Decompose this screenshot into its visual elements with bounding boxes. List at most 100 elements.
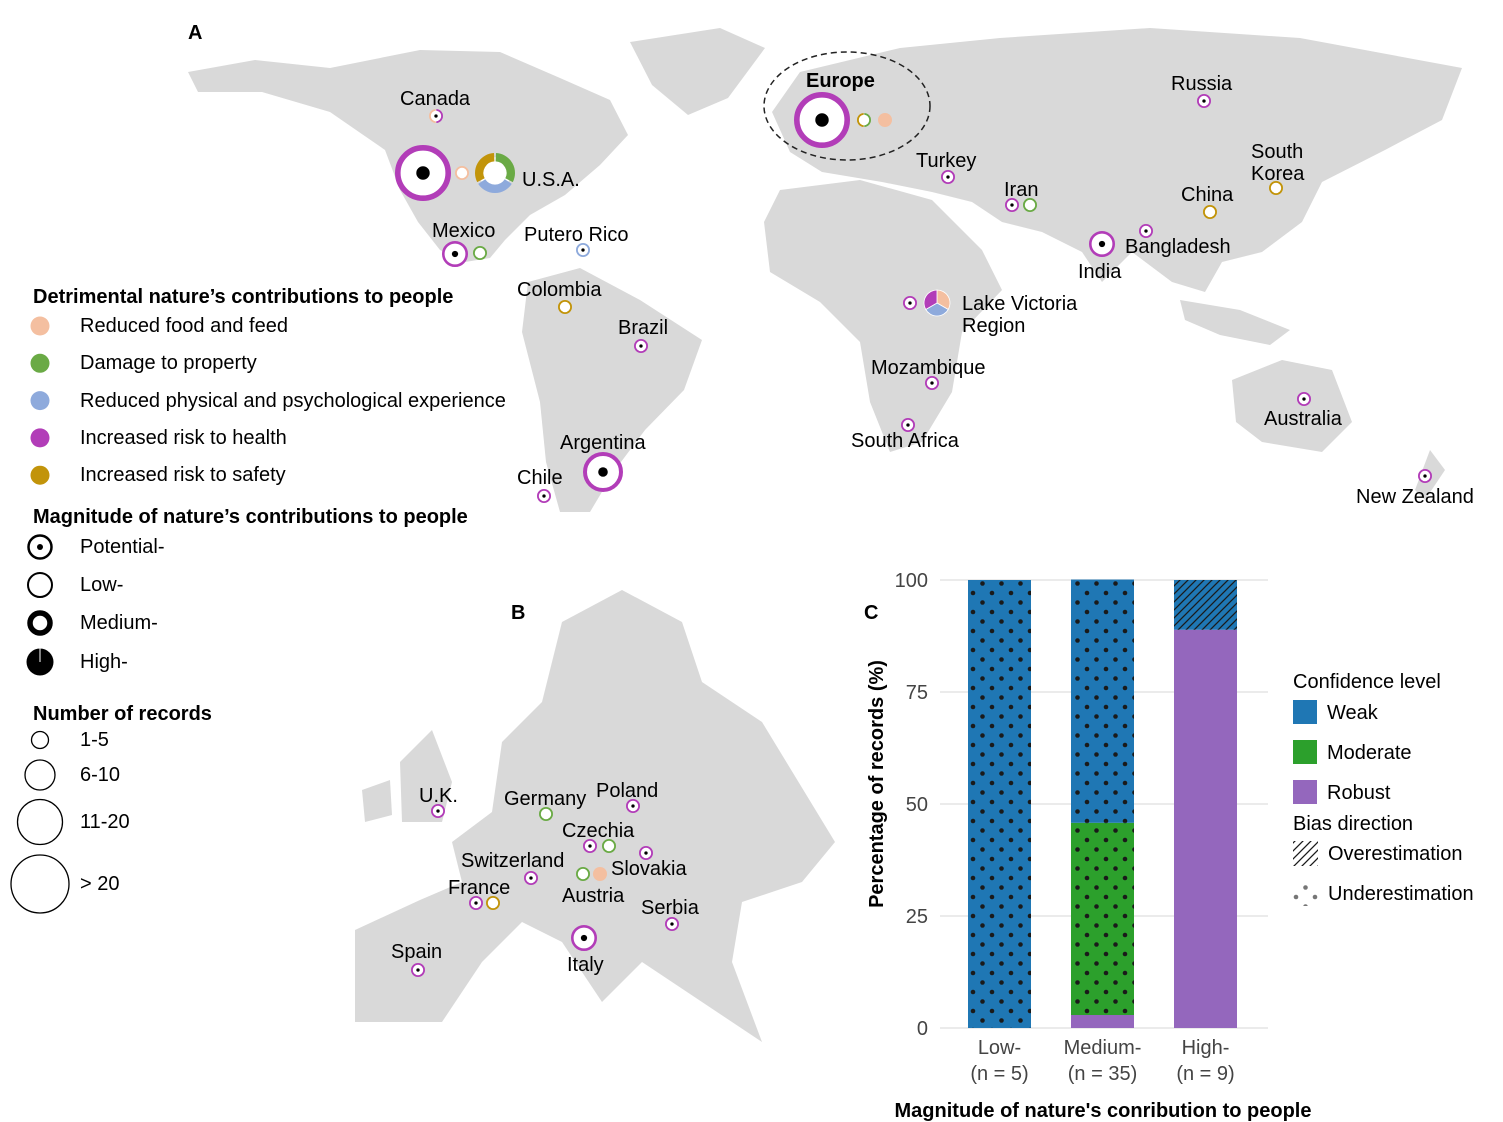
legend-label-high: High-: [80, 651, 128, 673]
y-tick-label: 100: [895, 570, 928, 592]
europe-marker-austria: [593, 867, 607, 881]
legend-swatch-safety: [30, 465, 50, 485]
marker-colombia: [558, 299, 573, 314]
legend-swatch-health: [30, 428, 50, 448]
legend-label-records: 1-5: [80, 729, 109, 751]
marker-china: [1203, 204, 1218, 219]
marker-u-s-a-: [475, 153, 515, 193]
legend-categories-title: Detrimental nature’s contributions to pe…: [33, 286, 454, 308]
place-label: Lake Victoria Region: [962, 293, 1078, 337]
legend-label-records: > 20: [80, 873, 120, 895]
legend-label-low: Low-: [80, 574, 124, 596]
place-label: Iran: [1004, 179, 1039, 201]
legend-label-potential: Potential-: [80, 536, 165, 558]
legend-label-reduced_food: Reduced food and feed: [80, 315, 288, 337]
marker-south-korea: [1269, 180, 1284, 195]
marker-chile: [537, 488, 552, 503]
x-axis-title: Magnitude of nature's conribution to peo…: [895, 1100, 1312, 1122]
europe-marker-france: [485, 896, 500, 911]
europe-marker-czechia: [602, 839, 617, 854]
legend-label-records: 6-10: [80, 764, 121, 786]
x-tick-label: Medium-(n = 35): [1064, 1037, 1142, 1085]
legend-records-circle: [16, 798, 64, 846]
legend-label-weak: Weak: [1327, 702, 1379, 724]
y-tick-label: 25: [906, 906, 928, 928]
legend-records-title: Number of records: [33, 703, 212, 725]
place-label: China: [1181, 184, 1234, 206]
marker-europe: [878, 113, 892, 127]
legend-label-reduced_experience: Reduced physical and psychological exper…: [80, 389, 506, 412]
place-label: Chile: [517, 467, 563, 489]
marker-lake-victoria-region: [923, 289, 951, 317]
place-label: South Africa: [851, 430, 959, 452]
legend-label-health: Increased risk to health: [80, 426, 287, 449]
x-tick-label: High-(n = 9): [1176, 1037, 1234, 1085]
place-label: Australia: [1264, 408, 1342, 430]
x-tick-label: Low-(n = 5): [970, 1037, 1028, 1085]
marker-u-s-a-: [394, 145, 451, 202]
uk-landmass: [400, 730, 452, 822]
bar-robust: [1174, 629, 1237, 1028]
place-label: Poland: [596, 780, 659, 802]
europe-map: [355, 590, 835, 1042]
y-axis-title: Percentage of records (%): [866, 660, 888, 908]
place-label: Italy: [567, 954, 604, 976]
place-label: France: [448, 877, 511, 899]
marker-russia: [1197, 94, 1212, 109]
place-label: Russia: [1171, 73, 1233, 95]
place-label: Colombia: [517, 279, 602, 301]
legend-label-overestimation: Overestimation: [1328, 843, 1463, 865]
place-label: India: [1078, 261, 1122, 283]
legend-swatch-reduced_experience: [30, 391, 50, 411]
europe-marker-france: [468, 896, 483, 911]
legend-confidence-title: Confidence level: [1293, 671, 1441, 693]
marker-new-zealand: [1418, 468, 1433, 483]
marker-argentina: [583, 452, 623, 492]
place-label: Europe: [806, 70, 875, 92]
bar-pattern-overestimation: [1174, 580, 1237, 630]
legend-symbol-low: [27, 572, 53, 598]
legend-records-circle: [24, 759, 56, 791]
legend-magnitude-title: Magnitude of nature’s contributions to p…: [33, 506, 468, 528]
marker-lake-victoria-region: [903, 295, 918, 310]
bar-pattern-underestimation: [968, 580, 1031, 1028]
europe-marker-u-k-: [430, 804, 445, 819]
europe-marker-spain: [410, 963, 425, 978]
place-label: Bangladesh: [1125, 236, 1231, 258]
legend-swatch-damage_property: [30, 353, 50, 373]
place-label: U.S.A.: [522, 169, 580, 191]
y-tick-label: 0: [917, 1018, 928, 1040]
legend-pattern-hatch: [1293, 841, 1318, 866]
europe-marker-poland: [626, 799, 641, 814]
bar-chart: 0 25 50 75 100 Low-(n = 5) Medium-(n = 35) High…: [866, 570, 1474, 1122]
place-label: Turkey: [916, 150, 977, 172]
eurasia-landmass: [772, 28, 1462, 292]
place-label: Argentina: [560, 432, 646, 454]
marker-u-s-a-: [454, 165, 469, 180]
map-markers: [394, 92, 1433, 978]
legend-symbols: [10, 316, 70, 914]
europe-marker-austria: [576, 867, 591, 882]
legend-symbol-high: [26, 648, 54, 676]
place-label: Putero Rico: [524, 224, 629, 246]
legend-swatch-weak: [1293, 700, 1317, 724]
panel-label-c: C: [864, 602, 879, 624]
legend-label-medium: Medium-: [80, 612, 158, 634]
place-label: Canada: [400, 88, 471, 110]
place-label: Czechia: [562, 820, 635, 842]
place-label: Switzerland: [461, 850, 565, 872]
marker-brazil: [634, 338, 649, 353]
place-label: Spain: [391, 941, 443, 963]
legend-pattern-dots: [1293, 881, 1318, 906]
panel-label-b: B: [511, 602, 526, 624]
southeast-asia-landmass: [1180, 300, 1290, 345]
legend-label-robust: Robust: [1327, 782, 1391, 804]
marker-turkey: [941, 169, 956, 184]
europe-highlight-outline: [763, 51, 931, 161]
europe-marker-germany: [539, 807, 554, 822]
legend-label-moderate: Moderate: [1327, 742, 1412, 764]
greenland-landmass: [630, 28, 765, 115]
legend-symbol-potential: [27, 534, 53, 560]
world-map: [188, 28, 1462, 512]
bar-robust: [1071, 1015, 1134, 1028]
